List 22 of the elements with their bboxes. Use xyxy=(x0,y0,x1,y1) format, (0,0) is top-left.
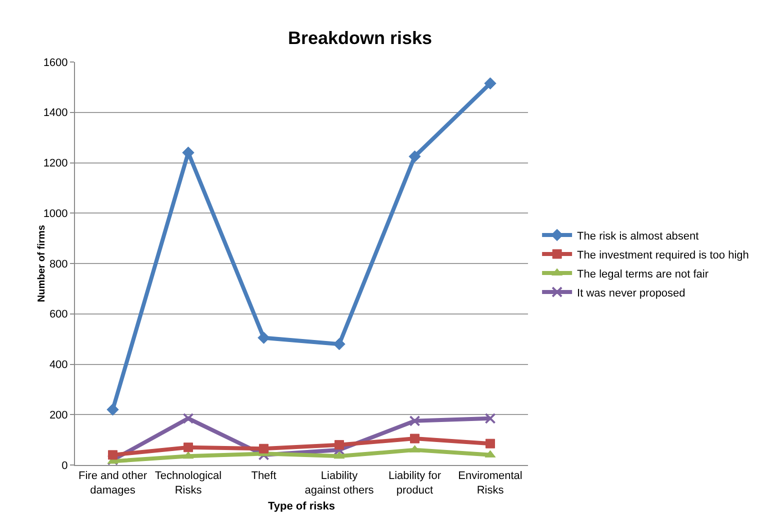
y-tick-label: 400 xyxy=(49,359,68,372)
x-tick-label: Theft xyxy=(251,470,276,482)
y-tick-label: 800 xyxy=(49,258,68,270)
y-tick-label: 1200 xyxy=(43,158,68,170)
x-tick-label: Liability for product xyxy=(388,470,442,496)
y-tick-label: 1000 xyxy=(43,208,68,220)
y-axis-title: Number of firms xyxy=(36,224,48,302)
y-tick-label: 1400 xyxy=(43,107,68,120)
y-tick-label: 200 xyxy=(49,409,68,422)
legend-label: It was never proposed xyxy=(577,287,686,300)
chart-title: Breakdown risks xyxy=(288,28,432,48)
x-tick-label: Liability against others xyxy=(304,470,374,496)
legend-label: The risk is almost absent xyxy=(577,230,699,242)
x-tick-label: Enviromental Risks xyxy=(458,470,522,496)
legend-label: The legal terms are not fair xyxy=(577,268,709,280)
legend-label: The investment required is too high xyxy=(577,249,749,262)
y-tick-label: 1600 xyxy=(43,56,68,69)
y-tick-label: 600 xyxy=(49,308,68,321)
x-tick-label: Technological Risks xyxy=(154,470,222,496)
y-tick-label: 0 xyxy=(62,460,68,472)
x-tick-label: Fire and other damages xyxy=(78,470,148,496)
x-axis-title: Type of risks xyxy=(268,500,336,513)
